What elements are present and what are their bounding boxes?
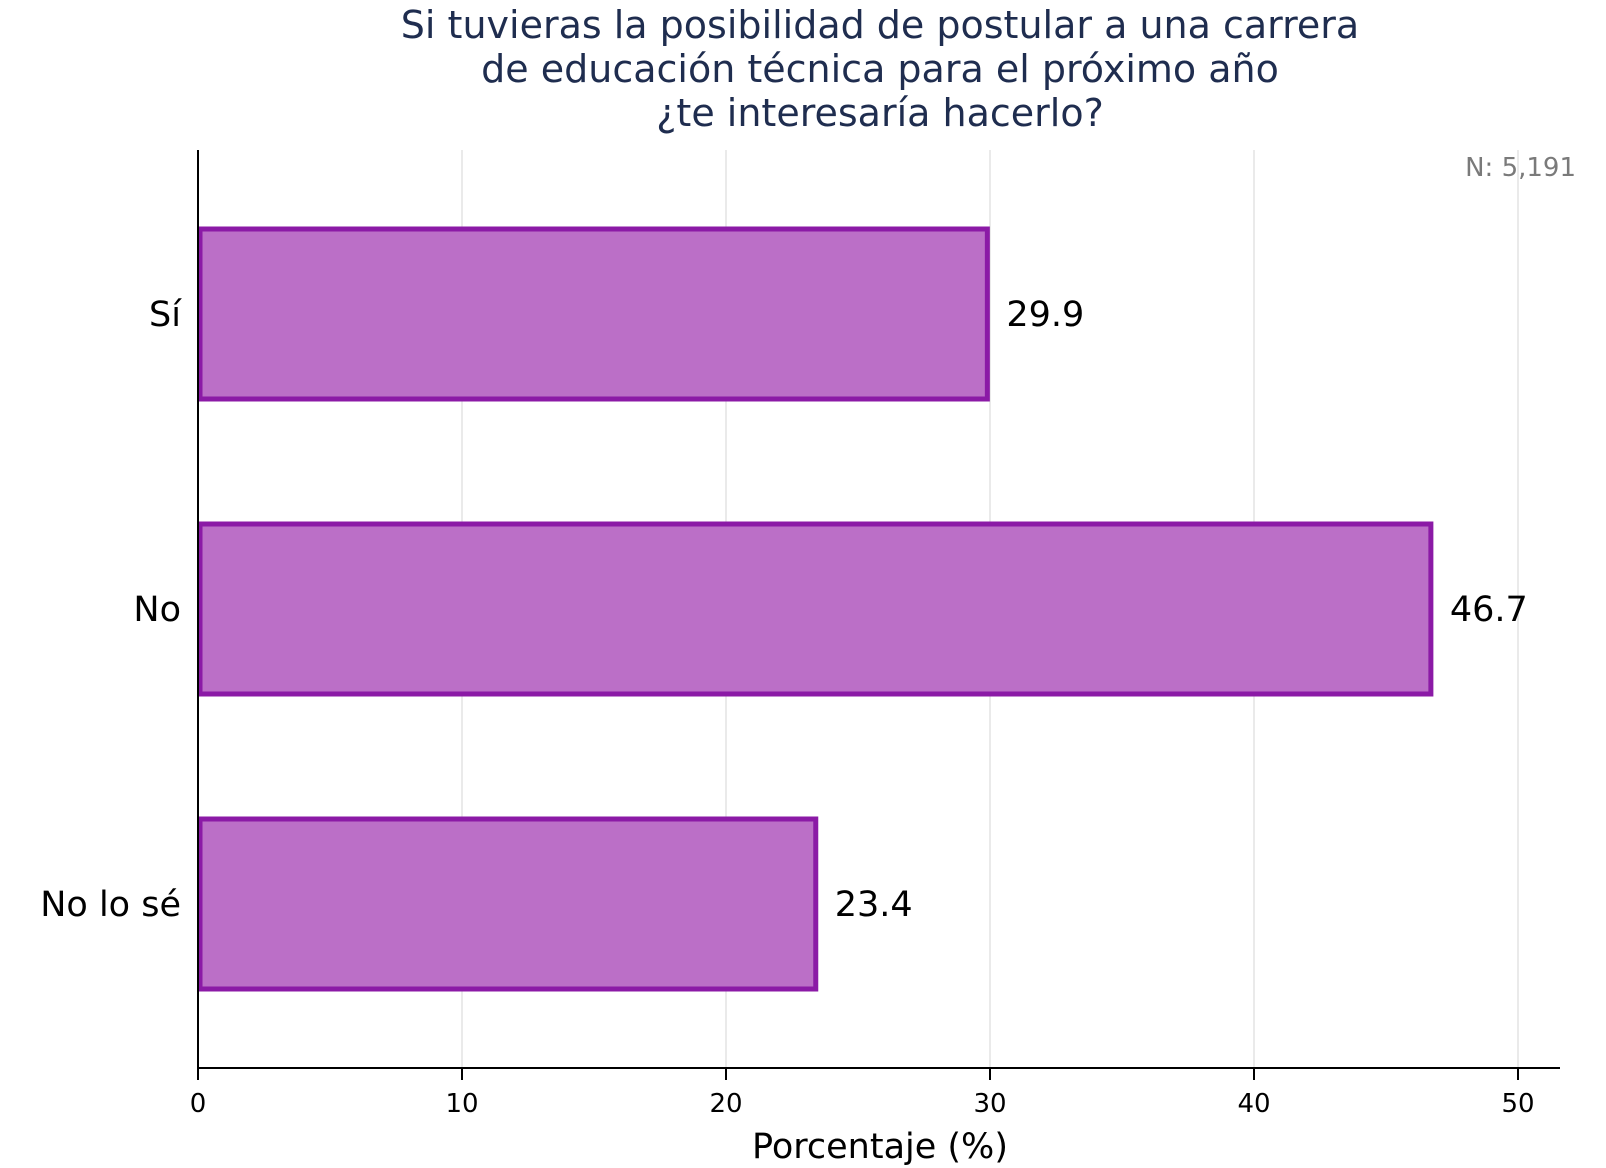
bar-0 [197, 226, 990, 402]
chart-title-line-2: de educación técnica para el próximo año [481, 47, 1279, 91]
bars [197, 226, 1434, 992]
axes [197, 150, 1560, 1080]
sample-size-note: N: 5,191 [1465, 153, 1576, 183]
x-tick-label-40: 40 [1237, 1089, 1270, 1119]
chart-title-line-3: ¿te interesaría hacerlo? [656, 91, 1103, 135]
chart-title-line-1: Si tuvieras la posibilidad de postular a… [401, 3, 1359, 47]
chart-title: Si tuvieras la posibilidad de postular a… [401, 3, 1359, 135]
bar-1 [197, 521, 1434, 697]
x-tick-label-10: 10 [445, 1089, 478, 1119]
category-label-0: Sí [149, 295, 182, 335]
x-tick-label-0: 0 [190, 1089, 207, 1119]
x-tick-label-30: 30 [973, 1089, 1006, 1119]
x-tick-label-50: 50 [1501, 1089, 1534, 1119]
value-label-2: 23.4 [835, 885, 913, 925]
bar-2 [197, 816, 819, 992]
category-label-2: No lo sé [40, 885, 181, 925]
value-label-0: 29.9 [1006, 295, 1084, 335]
x-tick-label-20: 20 [709, 1089, 742, 1119]
x-axis-title: Porcentaje (%) [752, 1127, 1008, 1167]
labels: 29.9 Sí 46.7 No 23.4 No lo sé 0 10 20 30 40 50 [40, 295, 1534, 1119]
category-label-1: No [133, 590, 181, 630]
value-label-1: 46.7 [1450, 590, 1528, 630]
